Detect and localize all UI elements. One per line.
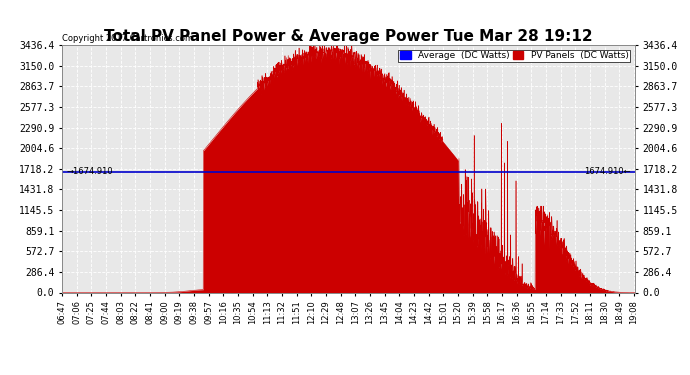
Text: 1674.910←: 1674.910← <box>584 167 631 176</box>
Text: Copyright 2017 Cartronics.com: Copyright 2017 Cartronics.com <box>62 33 193 42</box>
Text: →1674.910: →1674.910 <box>66 167 113 176</box>
Legend: Average  (DC Watts), PV Panels  (DC Watts): Average (DC Watts), PV Panels (DC Watts) <box>398 50 630 62</box>
Title: Total PV Panel Power & Average Power Tue Mar 28 19:12: Total PV Panel Power & Average Power Tue… <box>104 29 593 44</box>
